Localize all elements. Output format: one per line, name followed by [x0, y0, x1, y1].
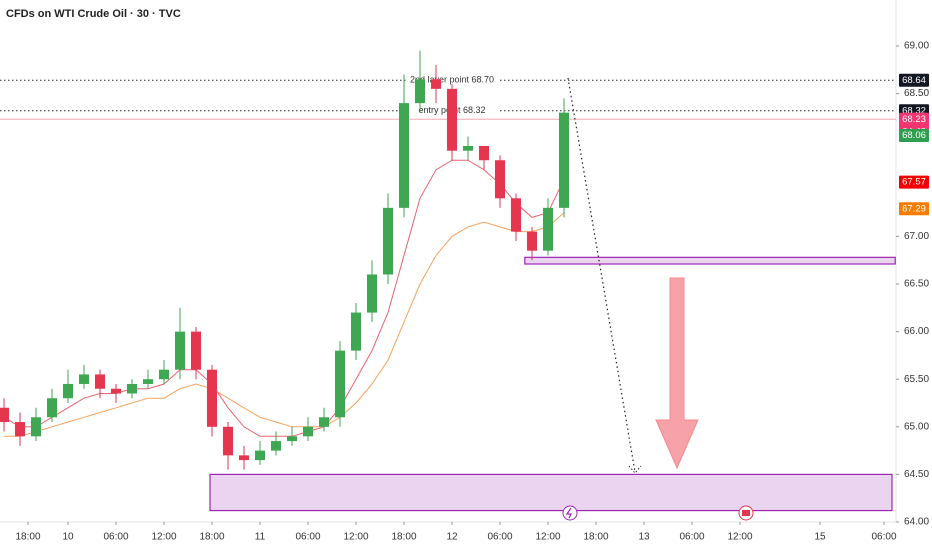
candle-body [111, 388, 121, 394]
candle-body [287, 436, 297, 442]
candle-body [95, 374, 105, 389]
projection-path [567, 77, 636, 473]
x-tick-label: 18:00 [199, 532, 224, 543]
candle-body [175, 331, 185, 370]
x-tick-label: 12:00 [343, 532, 368, 543]
price-badge-label: 67.57 [902, 177, 926, 188]
price-badge [899, 175, 929, 189]
flag-icon-body [742, 510, 750, 516]
moving-average [3, 159, 565, 437]
candle-body [63, 383, 73, 399]
candle-body [495, 160, 505, 199]
candle-body [303, 426, 313, 437]
level-label: 2nd layer point 68.70 [410, 75, 494, 85]
candle-body [399, 103, 409, 208]
x-tick-label: 06:00 [487, 532, 512, 543]
y-tick-label: 69.00 [904, 41, 929, 52]
candle-body [47, 398, 57, 418]
candle-body [559, 112, 569, 208]
price-badge-label: 68.23 [902, 114, 926, 125]
event-icon [562, 505, 578, 521]
zone [524, 256, 896, 265]
price-badge-label: 68.06 [902, 130, 926, 141]
x-tick-label: 18:00 [391, 532, 416, 543]
x-tick-label: 13 [638, 532, 650, 543]
moving-average [4, 212, 565, 437]
candle-body [335, 350, 345, 418]
price-badge-label: 67.29 [902, 203, 926, 214]
candle-body [511, 198, 521, 232]
candle-body [207, 369, 217, 427]
x-tick-label: 12:00 [535, 532, 560, 543]
candle-body [367, 274, 377, 313]
candle-body [223, 426, 233, 456]
projection-head [628, 465, 642, 474]
x-tick-label: 11 [255, 532, 266, 543]
y-tick-label: 67.00 [904, 231, 929, 242]
x-tick-label: 06:00 [679, 532, 704, 543]
candle-body [143, 379, 153, 384]
x-tick-label: 10 [62, 532, 74, 543]
price-badge [899, 202, 929, 216]
x-tick-label: 12 [446, 532, 458, 543]
candle-body [255, 450, 265, 461]
candle-body [463, 145, 473, 151]
x-tick-label: 12:00 [727, 532, 752, 543]
candle-body [527, 231, 537, 251]
event-icon-bolt [565, 507, 572, 519]
candle-body [383, 207, 393, 275]
candle-body [31, 417, 41, 437]
y-tick-label: 65.00 [904, 421, 929, 432]
price-badge [899, 128, 929, 142]
price-badge [899, 73, 929, 87]
candle-body [239, 455, 249, 461]
candle-body [159, 369, 169, 380]
candle-body [447, 88, 457, 151]
y-tick-label: 66.50 [904, 279, 929, 290]
candle-body [127, 383, 137, 394]
x-tick-label: 15 [814, 532, 826, 543]
candle-body [191, 331, 201, 370]
y-tick-label: 66.00 [904, 326, 929, 337]
x-tick-label: 18:00 [583, 532, 608, 543]
candle-body [319, 417, 329, 427]
candle-body [0, 407, 9, 423]
candle-body [351, 312, 361, 351]
y-tick-label: 65.50 [904, 374, 929, 385]
x-tick-label: 06:00 [103, 532, 128, 543]
candle-body [479, 145, 489, 161]
y-tick-label: 68.50 [904, 88, 929, 99]
candle-body [415, 79, 425, 104]
price-badge-label: 68.64 [902, 75, 926, 86]
chart-title: CFDs on WTI Crude Oil · 30 · TVC [6, 8, 181, 20]
x-tick-label: 12:00 [151, 532, 176, 543]
candle-body [15, 422, 25, 437]
y-tick-label: 64.50 [904, 469, 929, 480]
x-tick-label: 06:00 [871, 532, 896, 543]
x-tick-label: 06:00 [295, 532, 320, 543]
candle-body [543, 207, 553, 251]
candle-body [271, 441, 281, 451]
price-badge-label: 68.32 [902, 105, 926, 116]
down-arrow [655, 277, 699, 470]
candle-body [431, 79, 441, 89]
zone [209, 473, 893, 512]
y-tick-label: 64.00 [904, 517, 929, 528]
x-tick-label: 18:00 [15, 532, 40, 543]
candle-body [79, 374, 89, 384]
level-label-bg [408, 74, 498, 86]
